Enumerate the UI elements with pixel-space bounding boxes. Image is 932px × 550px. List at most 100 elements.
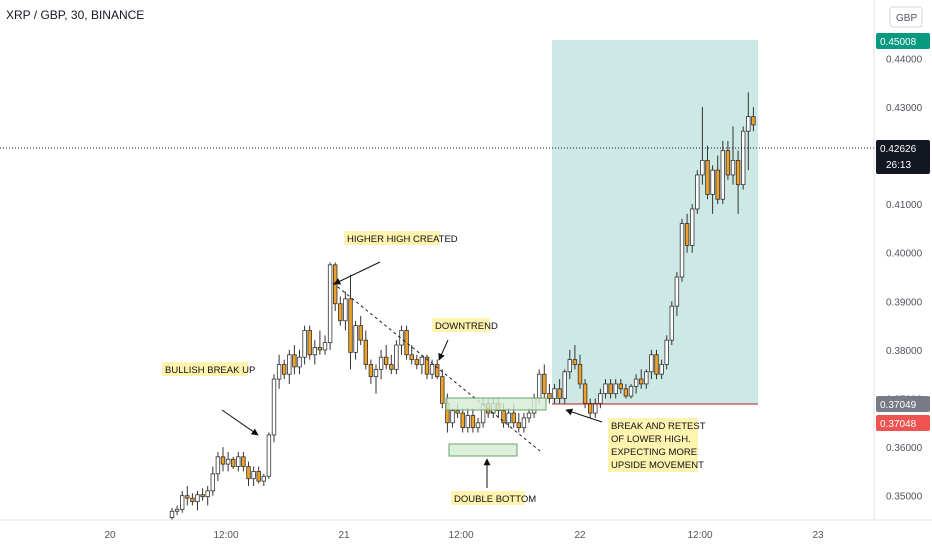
candle [368,359,374,384]
candle-body [521,417,527,429]
candle [542,364,547,399]
candle [751,106,756,132]
candle [200,488,205,501]
candle-body [537,373,542,399]
target-badge: 0.45008 [876,33,930,49]
candle [664,335,669,370]
candle-body [669,305,674,341]
candle-body [256,471,261,482]
candle [225,451,231,472]
candle-body [700,159,705,176]
currency-button-label[interactable]: GBP [896,13,917,24]
candle [598,388,603,409]
candle-body [281,364,287,375]
candle [679,218,685,282]
annotation-downtrend-text: DOWNTREND [435,321,498,332]
candle-body [236,456,241,467]
candle-body [577,364,583,385]
candle [404,325,409,360]
candle-body [516,422,521,429]
candle-body [261,475,266,482]
candle [644,369,649,389]
price-axis[interactable]: 0.350000.360000.370000.380000.390000.400… [886,54,923,502]
candle-body [429,364,435,375]
candle-body [639,378,644,385]
candle-body [174,508,180,512]
candle-body [690,208,695,246]
candle [322,335,328,355]
candle [246,461,251,486]
arrow-higher-high [333,261,381,285]
candle [654,349,659,380]
candle [378,349,384,380]
candle-body [618,383,623,390]
candle [628,383,634,399]
candle-body [720,150,725,200]
price-tick-label: 0.40000 [886,249,923,260]
candle [338,296,343,326]
candle-body [185,495,190,499]
entry-badge-value: 0.37049 [880,400,917,411]
candle [623,383,629,399]
price-tick-label: 0.36000 [886,443,923,454]
currency-button[interactable]: GBP [889,6,923,28]
candle [588,398,593,418]
candle [659,359,664,380]
candle-body [327,264,333,344]
candle-body [526,412,532,419]
candle [440,369,445,409]
annotation-retest: BREAK AND RETEST OF LOWER HIGH. EXPECTIN… [608,418,706,472]
candle-body [215,456,221,475]
price-tick-label: 0.38000 [886,346,923,357]
candle [256,466,261,484]
time-tick-label: 20 [104,530,116,541]
candle [460,408,465,433]
time-tick-label: 21 [338,530,350,541]
candle-body [649,354,654,373]
candle-body [424,356,430,375]
candle-body [705,159,710,195]
candle [450,408,455,428]
price-tick-label: 0.43000 [886,103,923,114]
candle [271,374,277,443]
candle-body [302,330,307,358]
candle [276,354,282,389]
candle [593,398,598,418]
candle [343,291,348,331]
candle-body [644,371,649,385]
candle [394,340,399,375]
candle [205,485,210,506]
target-zone [552,40,758,404]
candle-body [572,359,578,365]
consolidation-box [445,397,547,411]
time-tick-label: 12:00 [448,530,473,541]
candle [251,466,256,486]
candle-body [169,510,175,518]
candle [424,354,430,380]
candle [521,413,527,433]
candle-body [378,356,384,370]
last-price-badge: 0.42626 26:13 [876,140,930,174]
candle [582,379,588,409]
candle-body [195,494,200,502]
annotation-higher-high: HIGHER HIGH CREATED [344,231,458,245]
candle [475,417,481,433]
candle [373,364,379,394]
candle [174,505,180,516]
last-price-value: 0.42626 [880,144,917,155]
entry-badge: 0.37049 [876,396,930,412]
candle [526,408,532,423]
candle-body [409,354,414,361]
candle-body [348,298,353,353]
candle [684,213,690,253]
candle [674,272,680,316]
candle-body [695,174,700,210]
trend-line [332,282,541,452]
candle-body [190,497,195,502]
candle-body [470,415,476,429]
candle-body [241,456,246,467]
candle [700,106,705,185]
time-axis[interactable]: 20 12:00 21 12:00 22 12:00 23 [104,530,824,541]
candle-body [674,276,680,307]
